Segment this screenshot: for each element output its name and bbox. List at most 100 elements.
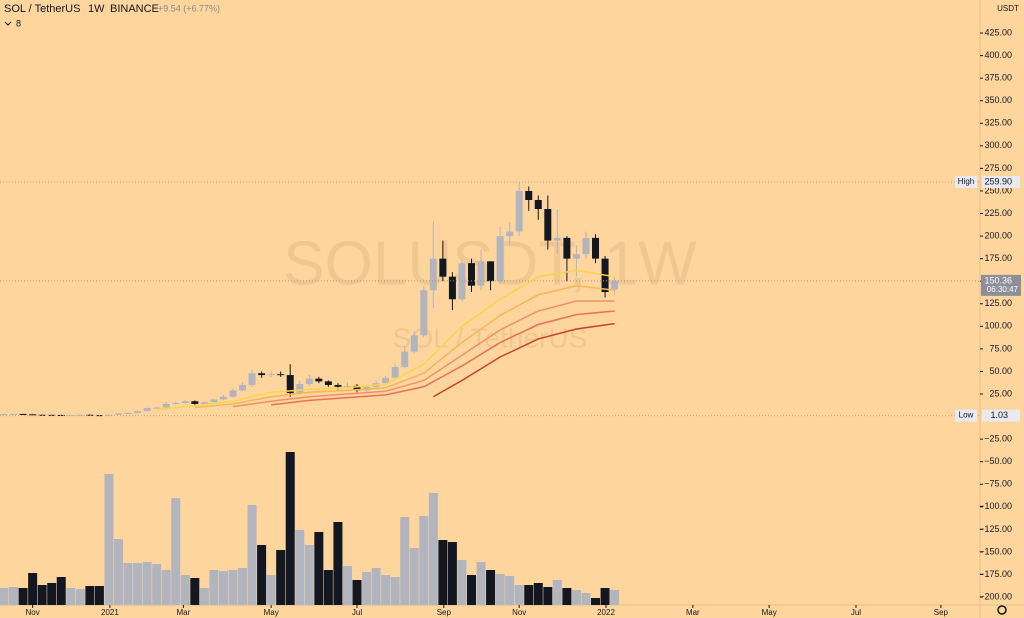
y-tick-label: 75.00	[989, 343, 1012, 353]
currency[interactable]: USDT	[997, 4, 1019, 13]
volume-bar	[323, 570, 333, 605]
volume-bar	[552, 580, 562, 605]
candle-body	[553, 237, 561, 241]
candle-body	[57, 414, 65, 416]
candle-body	[515, 190, 523, 232]
x-tick-label: Mar	[686, 608, 700, 617]
candle-body	[29, 414, 37, 416]
candle-body	[210, 399, 218, 403]
volume-bar	[47, 583, 57, 605]
candle-body	[286, 375, 294, 394]
y-tick-label: 325.00	[984, 118, 1012, 128]
volume-bar	[571, 590, 581, 605]
collapse-icon[interactable]	[4, 21, 12, 26]
y-tick-label: 275.00	[984, 163, 1012, 173]
candle-body	[229, 390, 237, 397]
candle-body	[467, 263, 475, 286]
candle-body	[496, 236, 504, 282]
x-tick-label: 2022	[597, 608, 615, 617]
candle-body	[277, 374, 285, 376]
volume-bar	[113, 539, 123, 605]
y-tick-label: −75.00	[984, 479, 1012, 489]
volume-bar	[486, 570, 496, 605]
candle-body	[391, 366, 399, 378]
y-tick-label: 400.00	[984, 50, 1012, 60]
candle-body	[162, 403, 170, 408]
volume-bar	[543, 587, 553, 605]
settings-icon[interactable]	[997, 605, 1007, 615]
y-tick-label: 375.00	[984, 73, 1012, 83]
candle-body	[343, 385, 351, 387]
volume-bar	[438, 540, 448, 605]
candle-body	[143, 407, 151, 412]
low-value: 1.03	[990, 410, 1008, 420]
volume-bar	[610, 590, 620, 605]
candle-body	[67, 415, 75, 417]
candle-body	[153, 407, 161, 409]
x-tick-label: Sep	[934, 608, 949, 617]
y-tick-label: −100.00	[979, 501, 1012, 511]
volume-bar	[457, 560, 467, 605]
candle-body	[181, 401, 189, 404]
volume-bar	[352, 580, 362, 605]
volume-bar	[142, 562, 152, 605]
candle-body	[296, 384, 304, 394]
volume-bar	[514, 585, 524, 605]
volume-bar	[600, 588, 610, 605]
volume-bar	[505, 576, 515, 605]
volume-bar	[9, 587, 19, 605]
candle-body	[334, 384, 342, 387]
candle-body	[353, 385, 361, 391]
volume-bar	[276, 550, 286, 605]
volume-bar	[0, 588, 9, 605]
x-tick-label: Jul	[352, 608, 362, 617]
interval[interactable]: 1W	[88, 3, 105, 15]
symbol[interactable]: SOL / TetherUS	[4, 3, 80, 15]
volume-bar	[409, 548, 419, 605]
volume-bar	[524, 585, 534, 605]
x-tick-label: Jul	[851, 608, 861, 617]
exchange: BINANCE	[110, 3, 159, 15]
ribbon-line	[432, 322, 615, 398]
volume-bar	[104, 474, 114, 605]
y-tick-label: −150.00	[979, 546, 1012, 556]
candle-body	[76, 414, 84, 416]
candle-body	[448, 276, 456, 300]
y-tick-label: −125.00	[979, 524, 1012, 534]
y-tick-label: 225.00	[984, 208, 1012, 218]
candle-body	[172, 403, 180, 405]
low-badge	[955, 409, 977, 422]
candle-body	[525, 190, 533, 200]
y-tick-label: −200.00	[979, 591, 1012, 601]
candle-body	[191, 401, 199, 404]
volume-bar	[199, 588, 209, 605]
x-tick-label: 2021	[101, 608, 119, 617]
volume-bar	[333, 522, 343, 605]
y-tick-label: −175.00	[979, 569, 1012, 579]
candle-body	[477, 261, 485, 286]
volume-bar	[218, 571, 228, 605]
volume-bar	[304, 545, 314, 605]
candle-body	[544, 209, 552, 241]
volume-bar	[257, 545, 267, 605]
y-tick-label: 300.00	[984, 140, 1012, 150]
candle-body	[124, 412, 132, 414]
indicator-count[interactable]: 8	[16, 18, 21, 28]
volume-bar	[238, 568, 248, 605]
volume-bar	[18, 588, 28, 605]
volume-bar	[285, 452, 295, 605]
candle-body	[114, 413, 122, 415]
volume-bar	[266, 575, 276, 605]
candle-body	[19, 413, 27, 415]
high-value-badge	[982, 176, 1020, 189]
candle-body	[592, 237, 600, 259]
ribbon-line	[156, 269, 615, 411]
volume-bar	[362, 572, 372, 605]
high-label: High	[958, 177, 974, 186]
candle-body	[267, 374, 275, 376]
volume-bar	[85, 586, 95, 605]
y-tick-label: 425.00	[984, 27, 1012, 37]
volume-bar	[342, 566, 352, 605]
candle-body	[219, 396, 227, 400]
candle-body	[200, 402, 208, 404]
